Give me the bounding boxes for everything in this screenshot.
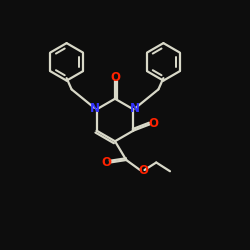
- Text: O: O: [148, 117, 158, 130]
- Text: N: N: [130, 102, 140, 115]
- Text: O: O: [138, 164, 148, 177]
- Text: O: O: [110, 71, 120, 84]
- Text: N: N: [90, 102, 100, 115]
- Text: O: O: [102, 156, 112, 169]
